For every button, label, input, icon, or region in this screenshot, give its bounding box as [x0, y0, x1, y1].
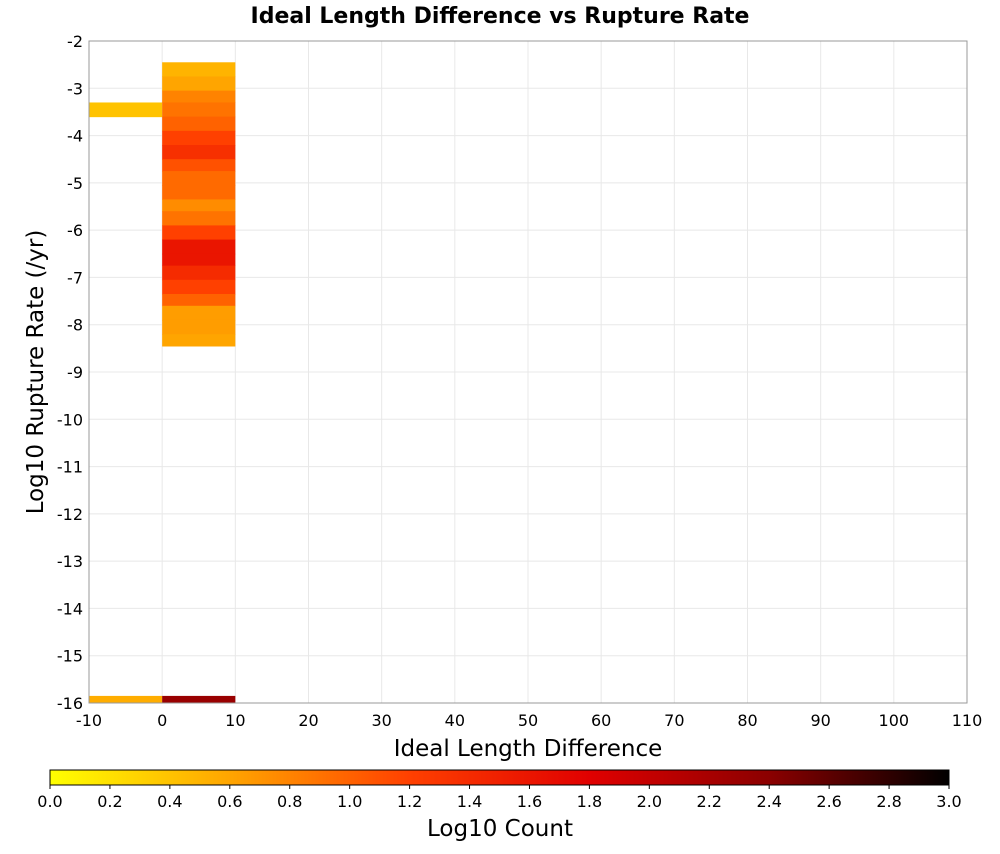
x-tick-label: 90 — [810, 711, 830, 730]
colorbar-tick-label: 2.6 — [816, 792, 841, 811]
y-tick-label: -14 — [57, 599, 83, 618]
colorbar-tick-label: 3.0 — [936, 792, 961, 811]
x-tick-label: 0 — [157, 711, 167, 730]
heatmap-cell — [162, 334, 236, 347]
heatmap-cell — [162, 76, 236, 92]
colorbar — [49, 769, 950, 786]
heatmap-cell — [162, 116, 236, 132]
colorbar-tick-label: 1.2 — [397, 792, 422, 811]
colorbar-tick-label: 2.8 — [876, 792, 901, 811]
colorbar-tick-label: 2.4 — [756, 792, 781, 811]
heatmap-cell — [162, 305, 236, 321]
chart-title: Ideal Length Difference vs Rupture Rate — [251, 4, 750, 29]
heatmap-cell — [162, 319, 236, 335]
x-tick-label: 10 — [225, 711, 245, 730]
y-tick-label: -15 — [57, 647, 83, 666]
plot-border — [88, 40, 968, 704]
heatmap-cell — [162, 145, 236, 160]
x-tick-label: 20 — [298, 711, 318, 730]
colorbar-tick-label: 1.8 — [577, 792, 602, 811]
y-tick-label: -7 — [67, 268, 83, 287]
heatmap-cell — [162, 159, 236, 172]
colorbar-tick-label: 0.8 — [277, 792, 302, 811]
colorbar-tick-labels: 0.0 0.2 0.4 0.6 0.8 1.0 1.2 1.4 1.6 1.8 2.0 2.2 2.4 2… — [37, 785, 962, 811]
heatmap-cell — [162, 265, 236, 281]
x-tick-labels: -10 0 10 20 30 40 50 60 70 80 90 100 110 — [76, 711, 982, 730]
colorbar-tick-label: 0.2 — [97, 792, 122, 811]
heatmap-cell — [162, 102, 236, 118]
x-tick-label: 100 — [879, 711, 910, 730]
y-tick-label: -12 — [57, 505, 83, 524]
y-axis-label: Log10 Rupture Rate (/yr) — [23, 230, 49, 515]
x-tick-label: 30 — [371, 711, 391, 730]
colorbar-tick-label: 0.6 — [217, 792, 242, 811]
heatmap-cell — [162, 90, 236, 103]
colorbar-tick-label: 1.0 — [337, 792, 362, 811]
x-axis-label: Ideal Length Difference — [394, 736, 663, 762]
y-tick-label: -13 — [57, 552, 83, 571]
colorbar-tick-label: 1.6 — [517, 792, 542, 811]
x-tick-label: 70 — [664, 711, 684, 730]
x-tick-label: -10 — [76, 711, 102, 730]
heatmap-cell — [162, 62, 236, 77]
x-tick-label: 60 — [591, 711, 611, 730]
heatmap-cell — [162, 171, 236, 186]
colorbar-tick-label: 2.2 — [697, 792, 722, 811]
y-tick-labels: -2 -3 -4 -5 -6 -7 -8 -9 -10 -11 -12 -13 -14 -15 -16 — [57, 32, 83, 713]
heatmap-cell — [162, 130, 236, 146]
y-tick-label: -9 — [67, 363, 83, 382]
heatmap-cell — [162, 185, 236, 200]
y-tick-label: -3 — [67, 79, 83, 98]
x-tick-label: 40 — [445, 711, 465, 730]
colorbar-label: Log10 Count — [427, 816, 573, 842]
y-tick-label: -4 — [67, 127, 83, 146]
heatmap-cell — [162, 293, 236, 307]
colorbar-tick-label: 2.0 — [637, 792, 662, 811]
colorbar-tick-label: 0.4 — [157, 792, 182, 811]
x-tick-label: 80 — [737, 711, 757, 730]
y-tick-label: -2 — [67, 32, 83, 51]
y-tick-label: -16 — [57, 694, 83, 713]
heatmap-cell — [162, 199, 236, 212]
heatmap-cell — [162, 211, 236, 226]
y-tick-label: -8 — [67, 316, 83, 335]
y-tick-label: -10 — [57, 410, 83, 429]
heatmap-cell — [89, 102, 163, 118]
y-tick-label: -11 — [57, 458, 83, 477]
x-tick-label: 50 — [518, 711, 538, 730]
heatmap-cell — [162, 695, 236, 704]
heatmap-cell — [162, 253, 236, 267]
heatmap-cell — [89, 695, 163, 704]
y-tick-label: -5 — [67, 174, 83, 193]
y-tick-label: -6 — [67, 221, 83, 240]
heatmap-cell — [162, 279, 236, 295]
heatmap-cell — [162, 225, 236, 241]
colorbar-tick-label: 0.0 — [37, 792, 62, 811]
colorbar-tick-label: 1.4 — [457, 792, 482, 811]
x-tick-label: 110 — [952, 711, 983, 730]
heatmap-cells — [89, 62, 236, 704]
heatmap-cell — [162, 239, 236, 255]
